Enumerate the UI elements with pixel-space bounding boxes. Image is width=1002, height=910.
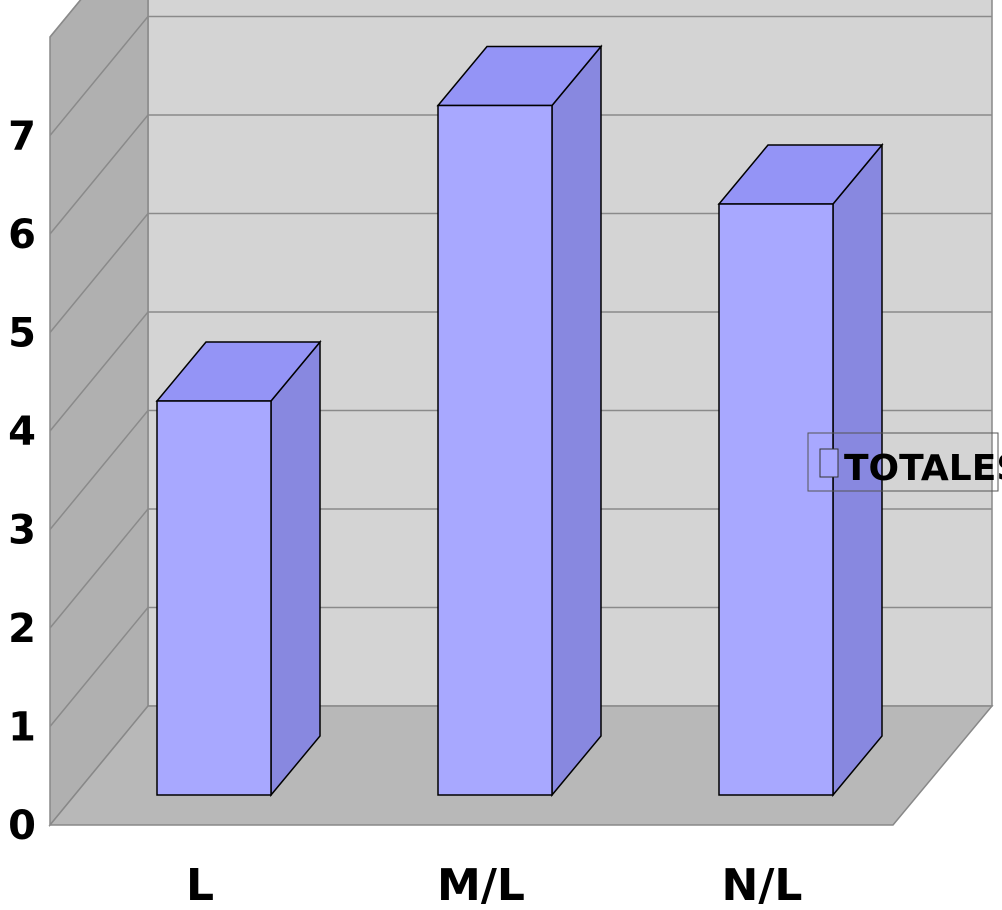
gridline <box>49 114 992 235</box>
y-axis: 0 1 2 3 4 5 6 7 <box>8 114 36 850</box>
legend-swatch <box>819 448 839 478</box>
gridline <box>49 409 992 530</box>
bar-side <box>551 44 602 798</box>
y-tick-label: 3 <box>8 508 36 554</box>
gridline <box>49 311 992 432</box>
bar <box>718 203 834 796</box>
y-tick-label: 1 <box>8 705 36 751</box>
gridline <box>49 606 992 727</box>
legend-box <box>807 432 999 492</box>
gridline <box>49 212 992 333</box>
x-category-label: M/L <box>437 860 525 910</box>
gridlines <box>49 0 992 727</box>
bar-side <box>270 339 321 798</box>
bars <box>155 44 884 798</box>
legend-label: TOTALES <box>844 448 1002 489</box>
y-tick-label: 5 <box>8 311 36 357</box>
bar <box>437 104 553 796</box>
y-tick-label: 2 <box>8 606 36 652</box>
x-category-label: L <box>186 860 214 910</box>
x-axis: L M/L N/L <box>186 860 802 910</box>
bar <box>156 400 272 796</box>
gridline <box>49 15 992 136</box>
x-category-label: N/L <box>722 860 803 910</box>
y-tick-label: 7 <box>8 114 36 160</box>
y-tick-label: 0 <box>8 803 36 849</box>
y-tick-label: 6 <box>8 212 36 258</box>
gridline <box>49 508 992 629</box>
legend: TOTALES <box>807 432 1002 492</box>
y-tick-label: 4 <box>8 409 36 455</box>
